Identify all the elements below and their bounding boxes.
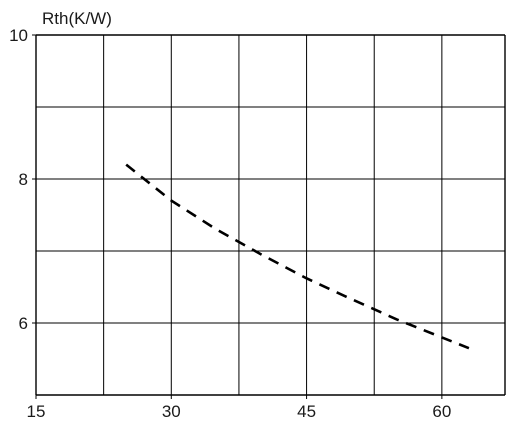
x-tick-label: 45 — [297, 402, 316, 421]
y-tick-label: 10 — [9, 26, 28, 45]
y-tick-label: 8 — [19, 170, 28, 189]
axis-labels: Rth(K/W) 6 8 10 15 30 45 60 — [9, 9, 451, 421]
x-tick-label: 60 — [432, 402, 451, 421]
x-tick-label: 30 — [162, 402, 181, 421]
grid — [32, 34, 506, 399]
y-tick-label: 6 — [19, 314, 28, 333]
series-layer — [125, 163, 470, 350]
series-line-0 — [125, 163, 470, 350]
y-axis-title: Rth(K/W) — [42, 9, 112, 28]
x-tick-label: 15 — [27, 402, 46, 421]
